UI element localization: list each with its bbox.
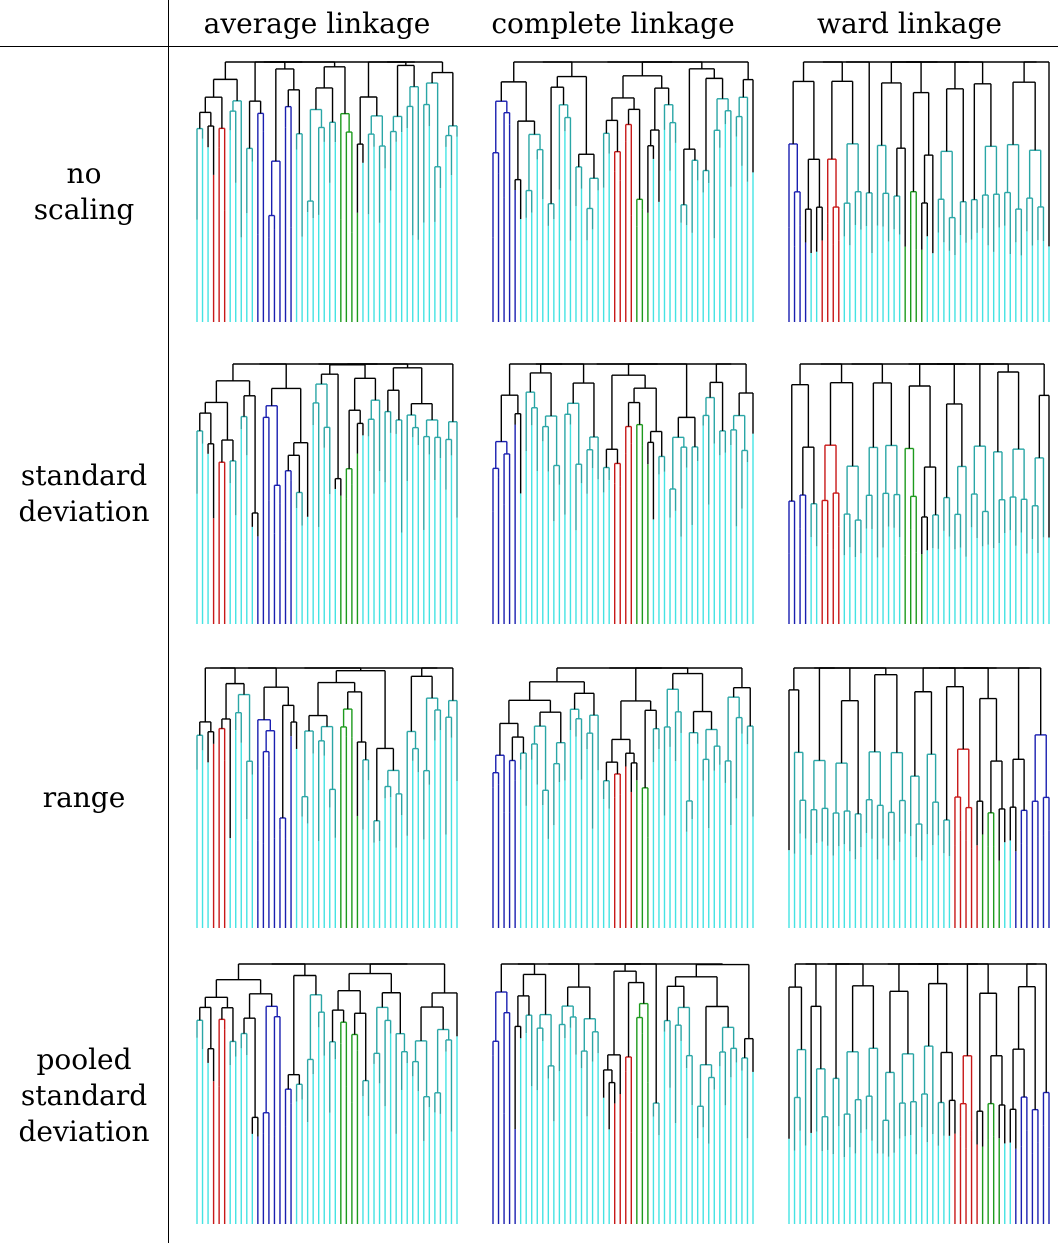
row-header-line: range — [42, 781, 126, 814]
dendrogram-range-ward — [788, 667, 1050, 928]
table-header-rule — [0, 46, 1058, 47]
dendrogram-no-scaling-ward — [788, 61, 1050, 322]
dendrogram-pooled-standard-deviation-complete — [492, 963, 754, 1224]
row-header-standard-deviation: standard deviation — [0, 458, 168, 530]
row-header-line: standard — [20, 459, 148, 492]
dendrogram-no-scaling-average — [196, 61, 458, 322]
column-header-ward-linkage: ward linkage — [817, 7, 1002, 40]
dendrogram-range-average — [196, 667, 458, 928]
column-header-complete-linkage: complete linkage — [491, 7, 735, 40]
dendrogram-pooled-standard-deviation-average — [196, 963, 458, 1224]
row-header-line: no — [66, 157, 102, 190]
dendrogram-standard-deviation-ward — [788, 363, 1050, 624]
row-header-no-scaling: no scaling — [0, 156, 168, 228]
dendrogram-pooled-standard-deviation-ward — [788, 963, 1050, 1224]
row-header-line: deviation — [18, 1115, 150, 1148]
row-header-line: standard — [20, 1079, 148, 1112]
dendrogram-standard-deviation-average — [196, 363, 458, 624]
dendrogram-standard-deviation-complete — [492, 363, 754, 624]
column-header-average-linkage: average linkage — [203, 7, 431, 40]
dendrogram-no-scaling-complete — [492, 61, 754, 322]
dendrogram-range-complete — [492, 667, 754, 928]
row-header-line: pooled — [36, 1043, 132, 1076]
row-header-pooled-standard-deviation: pooled standard deviation — [0, 1042, 168, 1150]
row-header-line: deviation — [18, 495, 150, 528]
row-header-range: range — [0, 780, 168, 816]
table-vertical-rule — [168, 0, 169, 1243]
row-header-line: scaling — [33, 193, 135, 226]
